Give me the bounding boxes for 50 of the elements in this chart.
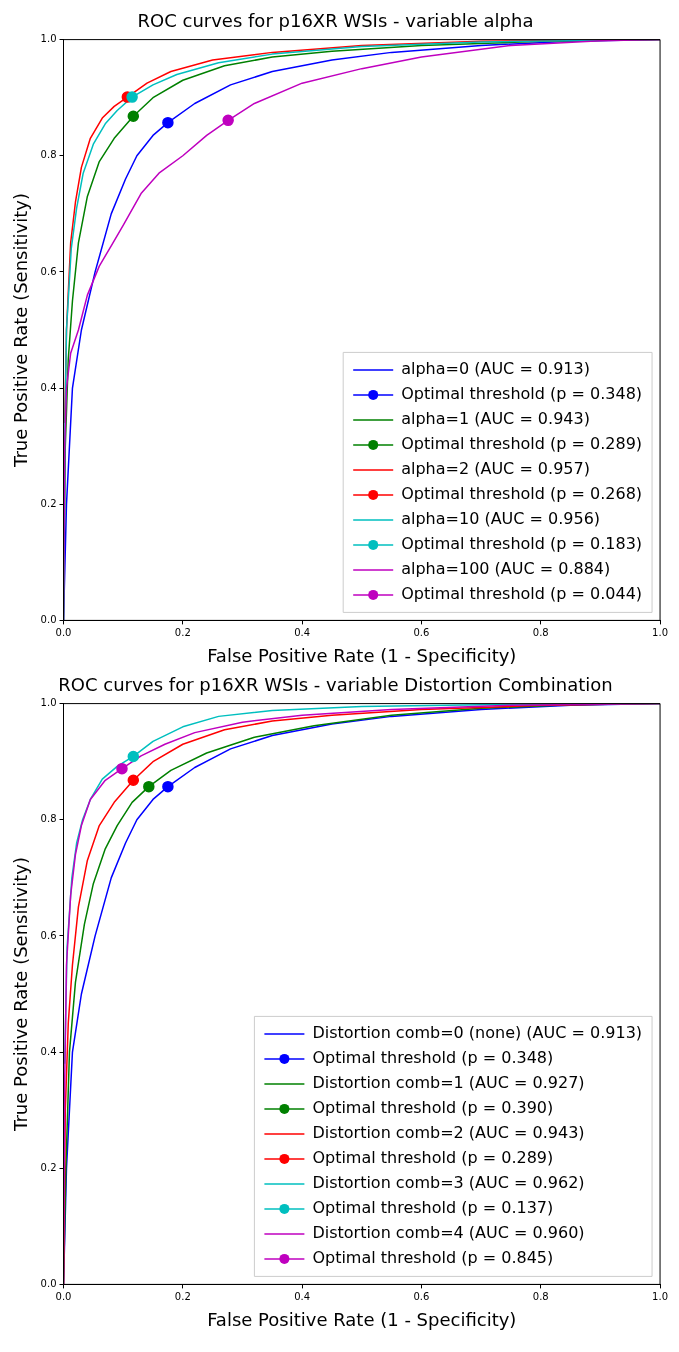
y-tick-label: 0.6 [40, 929, 57, 941]
legend-label: alpha=2 (AUC = 0.957) [401, 459, 590, 479]
legend-label: Optimal threshold (p = 0.289) [312, 1148, 554, 1168]
x-tick-label: 0.6 [413, 1290, 430, 1302]
x-axis-title: False Positive Rate (1 - Specificity) [207, 644, 517, 666]
legend-label: Optimal threshold (p = 0.390) [312, 1098, 554, 1118]
x-tick-label: 0.0 [55, 1290, 72, 1302]
x-tick-label: 0.0 [55, 626, 72, 638]
legend-label: alpha=0 (AUC = 0.913) [401, 359, 590, 379]
y-tick-label: 0.4 [40, 381, 57, 393]
legend-label: Distortion comb=1 (AUC = 0.927) [312, 1073, 585, 1093]
y-tick-label: 0.0 [40, 1277, 57, 1289]
y-tick-label: 0.2 [40, 497, 57, 509]
x-tick-label: 1.0 [652, 626, 668, 638]
legend-label: Optimal threshold (p = 0.183) [401, 534, 643, 554]
x-tick-label: 0.6 [413, 626, 430, 638]
legend-label: Optimal threshold (p = 0.044) [401, 584, 643, 604]
x-tick-label: 0.8 [532, 626, 549, 638]
legend-label: Optimal threshold (p = 0.137) [312, 1198, 554, 1218]
legend-label: Distortion comb=0 (none) (AUC = 0.913) [312, 1023, 643, 1043]
y-tick-label: 0.2 [40, 1161, 57, 1173]
chart-title: ROC curves for p16XR WSIs - variable alpha [137, 10, 534, 32]
legend-label: Optimal threshold (p = 0.268) [401, 484, 643, 504]
y-axis-title: True Positive Rate (Sensitivity) [10, 193, 32, 468]
x-tick-label: 0.2 [174, 626, 191, 638]
y-tick-label: 0.0 [40, 613, 57, 625]
y-axis-title: True Positive Rate (Sensitivity) [10, 857, 32, 1132]
legend-label: Distortion comb=2 (AUC = 0.943) [312, 1123, 585, 1143]
x-tick-label: 0.2 [174, 1290, 191, 1302]
x-axis-title: False Positive Rate (1 - Specificity) [207, 1308, 517, 1330]
legend-label: alpha=100 (AUC = 0.884) [401, 559, 611, 579]
legend-label: alpha=1 (AUC = 0.943) [401, 409, 590, 429]
legend-label: Distortion comb=4 (AUC = 0.960) [312, 1223, 585, 1243]
legend-label: Optimal threshold (p = 0.348) [312, 1048, 554, 1068]
y-tick-label: 0.8 [40, 149, 57, 161]
legend-label: Distortion comb=3 (AUC = 0.962) [312, 1173, 585, 1193]
legend-label: alpha=10 (AUC = 0.956) [401, 509, 601, 529]
x-tick-label: 1.0 [652, 1290, 668, 1302]
y-tick-label: 0.4 [40, 1045, 57, 1057]
y-tick-label: 1.0 [40, 697, 57, 709]
chart-title: ROC curves for p16XR WSIs - variable Distortion Combination [58, 674, 613, 696]
x-tick-label: 0.4 [294, 626, 311, 638]
legend-label: Optimal threshold (p = 0.348) [401, 384, 643, 404]
x-tick-label: 0.4 [294, 1290, 311, 1302]
y-tick-label: 0.6 [40, 265, 57, 277]
y-tick-label: 0.8 [40, 813, 57, 825]
legend-label: Optimal threshold (p = 0.289) [401, 434, 643, 454]
y-tick-label: 1.0 [40, 33, 57, 45]
x-tick-label: 0.8 [532, 1290, 549, 1302]
legend-label: Optimal threshold (p = 0.845) [312, 1248, 554, 1268]
